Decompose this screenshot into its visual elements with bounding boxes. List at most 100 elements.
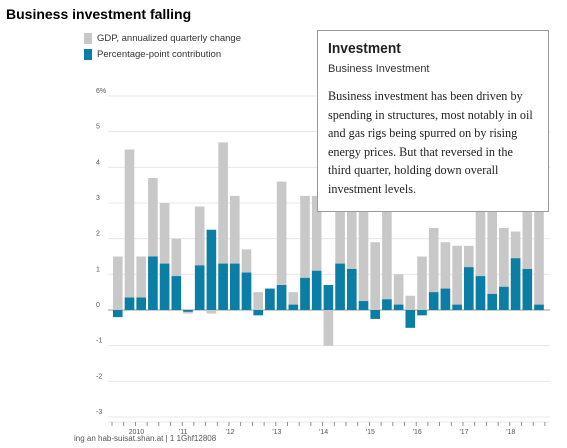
contribution-bar xyxy=(183,310,193,312)
gdp-bar xyxy=(276,181,287,310)
legend-swatch-gdp xyxy=(84,32,92,44)
gdp-bar xyxy=(194,206,205,310)
contribution-bar xyxy=(347,268,357,310)
gdp-bar xyxy=(522,167,533,310)
legend-label-contribution: Percentage-point contribution xyxy=(97,48,222,60)
gdp-bar xyxy=(370,242,380,310)
contribution-bar xyxy=(475,276,486,310)
gdp-bar xyxy=(218,142,228,310)
gdp-bar xyxy=(335,131,345,310)
contribution-bar xyxy=(300,277,310,310)
tooltip-title: Investment xyxy=(328,40,401,57)
gdp-bar xyxy=(428,227,439,310)
gdp-bar xyxy=(323,310,334,346)
contribution-bar xyxy=(311,270,322,310)
gdp-bar xyxy=(347,131,357,310)
contribution-bar xyxy=(440,288,451,310)
x-tick-label: '13 xyxy=(272,429,281,436)
legend-item-gdp: GDP, annualized quarterly change xyxy=(84,30,241,46)
tooltip-body: Business investment has been driven by s… xyxy=(328,89,533,196)
gdp-bar xyxy=(499,227,509,310)
contribution-bar xyxy=(276,285,287,310)
gdp-bar xyxy=(393,274,404,310)
x-tick-label: '14 xyxy=(319,429,328,436)
contribution-bar xyxy=(113,310,123,318)
contribution-bar xyxy=(323,285,334,310)
contribution-bar xyxy=(417,310,427,316)
gdp-bar xyxy=(452,245,462,310)
y-tick-label: 1 xyxy=(96,266,100,273)
contribution-bar xyxy=(428,292,439,310)
tooltip-subtitle: Business Investment xyxy=(328,63,430,75)
contribution-bar xyxy=(136,297,146,310)
y-tick-label: 4 xyxy=(96,159,100,166)
gdp-bar xyxy=(183,310,193,314)
gdp-bar xyxy=(206,310,217,314)
contribution-bar xyxy=(218,263,228,310)
x-tick-label: '17 xyxy=(459,429,468,436)
contribution-bar xyxy=(382,299,392,310)
contribution-bar xyxy=(522,268,533,310)
gdp-bar xyxy=(405,295,416,310)
contribution-bar xyxy=(159,263,170,310)
contribution-bar xyxy=(499,286,509,310)
y-tick-label: 0 xyxy=(96,302,100,309)
x-tick-label: 2010 xyxy=(129,429,145,436)
contribution-bar xyxy=(171,276,182,310)
page-title: Business investment falling xyxy=(6,6,192,22)
contribution-bar xyxy=(230,263,240,310)
x-tick-label: '15 xyxy=(366,429,375,436)
chart-legend: GDP, annualized quarterly change Percent… xyxy=(84,30,241,62)
gdp-bar xyxy=(440,242,451,310)
gdp-bar xyxy=(288,292,299,310)
x-tick-label: '18 xyxy=(506,429,515,436)
contribution-bar xyxy=(405,310,416,328)
y-tick-label: -1 xyxy=(96,338,102,345)
contribution-bar xyxy=(452,304,462,310)
gdp-bar xyxy=(417,256,427,310)
contribution-bar xyxy=(148,256,158,310)
gdp-bar xyxy=(159,203,170,310)
gdp-bar xyxy=(253,292,263,310)
contribution-bar xyxy=(370,310,380,319)
y-tick-label: 6% xyxy=(96,88,106,95)
gdp-bar xyxy=(300,195,310,310)
y-tick-label: 3 xyxy=(96,195,100,202)
gdp-bar xyxy=(382,192,392,310)
gdp-bar xyxy=(171,238,182,310)
contribution-bar xyxy=(253,310,263,316)
contribution-bar xyxy=(335,263,345,310)
gdp-bar xyxy=(124,149,135,310)
y-tick-label: 5 xyxy=(96,124,100,131)
contribution-bar xyxy=(464,267,474,310)
contribution-bar xyxy=(265,288,275,310)
contribution-bar xyxy=(358,301,369,310)
contribution-bar xyxy=(241,272,252,310)
contribution-bar xyxy=(124,297,135,310)
contribution-bar xyxy=(510,258,521,310)
gdp-bar xyxy=(148,178,158,310)
gdp-bar xyxy=(475,203,486,310)
gdp-bar xyxy=(113,256,123,310)
legend-item-contribution: Percentage-point contribution xyxy=(84,46,241,62)
contribution-bar xyxy=(206,229,217,310)
gdp-bar xyxy=(358,192,369,310)
gdp-bar xyxy=(311,195,322,310)
gdp-bar xyxy=(534,185,544,310)
legend-label-gdp: GDP, annualized quarterly change xyxy=(97,32,242,44)
source-caption: ing an hab-suisat.shan.at | 1 1Ghf12808 xyxy=(74,434,217,443)
x-tick-label: '11 xyxy=(179,429,188,436)
y-tick-label: -3 xyxy=(96,409,102,416)
contribution-bar xyxy=(393,304,404,310)
contribution-bar xyxy=(288,304,299,310)
gdp-bar xyxy=(136,256,146,310)
y-tick-label: -2 xyxy=(96,373,102,380)
gdp-bar xyxy=(230,195,240,310)
contribution-bar xyxy=(534,304,544,310)
investment-tooltip: Investment Business Investment Business … xyxy=(317,30,549,212)
x-tick-label: '16 xyxy=(413,429,422,436)
x-tick-label: '12 xyxy=(225,429,234,436)
legend-swatch-contribution xyxy=(84,48,92,60)
gdp-bar xyxy=(487,210,497,310)
